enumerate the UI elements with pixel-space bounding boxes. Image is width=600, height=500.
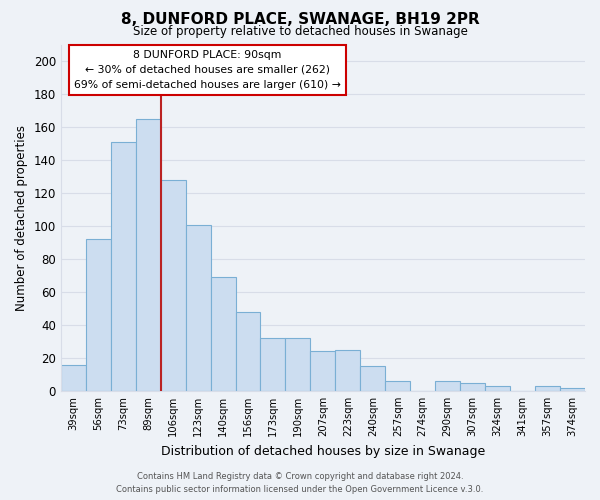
Bar bbox=[86, 240, 111, 391]
Bar bbox=[111, 142, 136, 391]
Bar bbox=[236, 312, 260, 391]
X-axis label: Distribution of detached houses by size in Swanage: Distribution of detached houses by size … bbox=[161, 444, 485, 458]
Bar bbox=[136, 119, 161, 391]
Bar bbox=[361, 366, 385, 391]
Bar bbox=[310, 352, 335, 391]
Text: Size of property relative to detached houses in Swanage: Size of property relative to detached ho… bbox=[133, 25, 467, 38]
Bar bbox=[435, 381, 460, 391]
Bar bbox=[286, 338, 310, 391]
Text: 8 DUNFORD PLACE: 90sqm
← 30% of detached houses are smaller (262)
69% of semi-de: 8 DUNFORD PLACE: 90sqm ← 30% of detached… bbox=[74, 50, 341, 90]
Bar bbox=[535, 386, 560, 391]
Text: Contains HM Land Registry data © Crown copyright and database right 2024.
Contai: Contains HM Land Registry data © Crown c… bbox=[116, 472, 484, 494]
Bar bbox=[335, 350, 361, 391]
Bar bbox=[211, 278, 236, 391]
Bar bbox=[385, 381, 410, 391]
Bar bbox=[460, 382, 485, 391]
Bar bbox=[61, 364, 86, 391]
Bar bbox=[260, 338, 286, 391]
Bar bbox=[485, 386, 510, 391]
Bar bbox=[161, 180, 185, 391]
Y-axis label: Number of detached properties: Number of detached properties bbox=[15, 125, 28, 311]
Bar bbox=[185, 224, 211, 391]
Bar bbox=[560, 388, 585, 391]
Text: 8, DUNFORD PLACE, SWANAGE, BH19 2PR: 8, DUNFORD PLACE, SWANAGE, BH19 2PR bbox=[121, 12, 479, 28]
